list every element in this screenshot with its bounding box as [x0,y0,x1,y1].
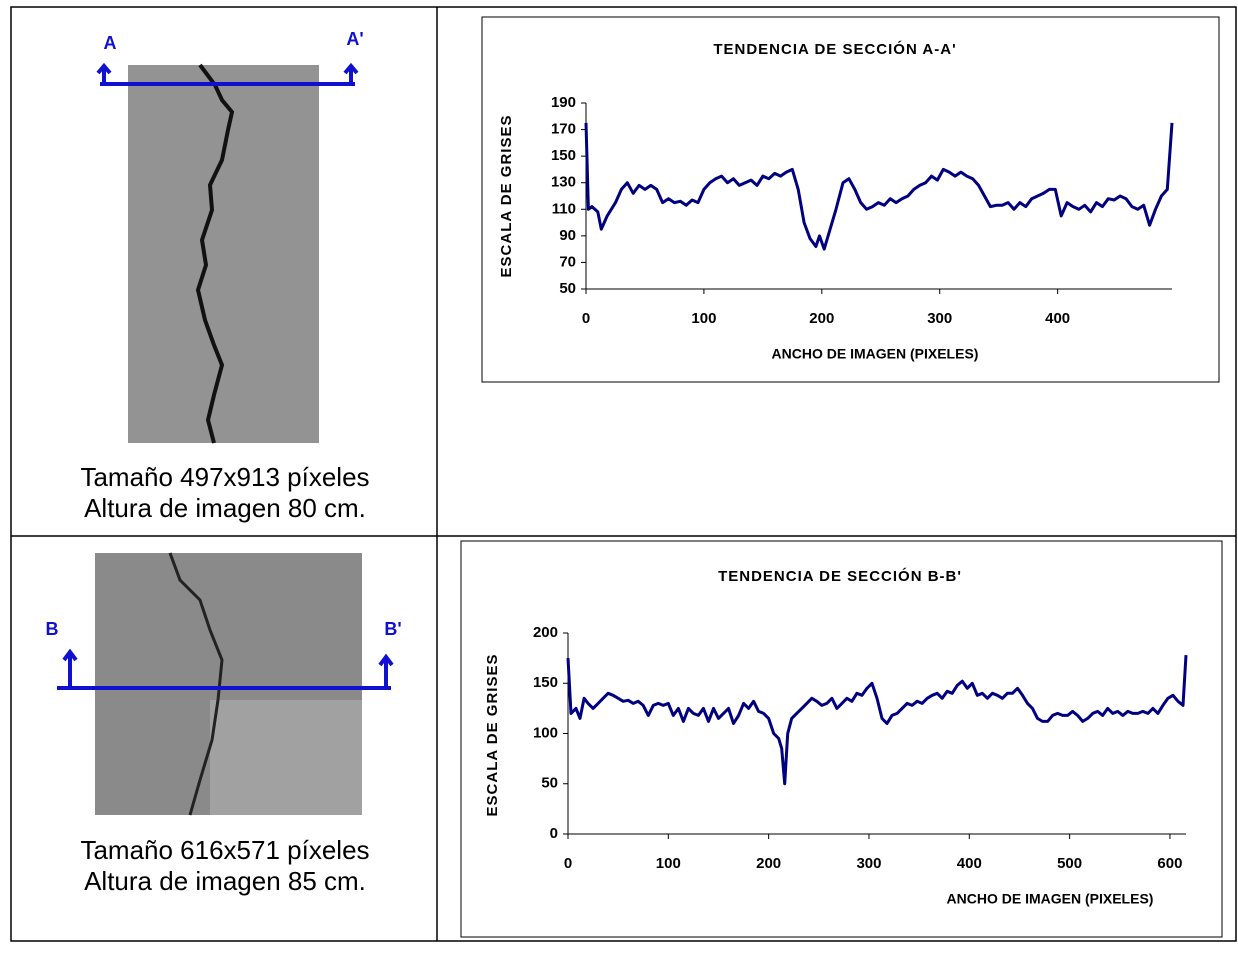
x-tick-label: 0 [582,310,590,327]
photo-b [57,552,394,816]
x-tick-label: 400 [957,855,982,872]
photo-a [96,62,359,444]
y-tick-label: 170 [551,121,576,138]
x-axis-label: ANCHO DE IMAGEN (PIXELES) [772,346,979,362]
y-tick-label: 150 [533,674,558,691]
x-tick-label: 300 [927,310,952,327]
section-label: B' [384,619,401,639]
y-tick-label: 50 [541,775,558,792]
data-line [566,655,1188,786]
y-tick-label: 200 [533,624,558,641]
section-label: B [46,619,59,639]
section-label: A [104,33,117,53]
caption: Altura de imagen 80 cm. [84,493,366,523]
y-tick-label: 0 [550,825,558,842]
caption: Tamaño 616x571 píxeles [80,835,369,865]
chart-title: TENDENCIA DE SECCIÓN B-B' [718,567,962,585]
x-axis-label: ANCHO DE IMAGEN (PIXELES) [947,891,1154,907]
caption: Altura de imagen 85 cm. [84,866,366,896]
section-label: A' [346,29,363,49]
y-tick-label: 150 [551,147,576,164]
chart-frame [481,16,1220,383]
data-line [584,122,1174,251]
y-axis-label: ESCALA DE GRISES [498,115,515,278]
x-tick-label: 100 [656,855,681,872]
chart-frame [460,540,1223,938]
y-tick-label: 130 [551,174,576,191]
x-tick-label: 200 [756,855,781,872]
y-axis-label: ESCALA DE GRISES [484,654,501,817]
x-tick-label: 300 [856,855,881,872]
y-tick-label: 90 [559,227,576,244]
x-tick-label: 200 [809,310,834,327]
x-tick-label: 600 [1157,855,1182,872]
caption: Tamaño 497x913 píxeles [80,462,369,492]
y-tick-label: 50 [559,280,576,297]
x-tick-label: 100 [691,310,716,327]
x-tick-label: 400 [1045,310,1070,327]
chart-title: TENDENCIA DE SECCIÓN A-A' [713,40,956,58]
y-tick-label: 110 [552,200,576,217]
y-tick-label: 190 [551,94,576,111]
x-tick-label: 0 [564,855,572,872]
x-tick-label: 500 [1057,855,1082,872]
y-tick-label: 70 [559,253,576,270]
table-grid [10,6,1237,942]
y-tick-label: 100 [533,724,558,741]
